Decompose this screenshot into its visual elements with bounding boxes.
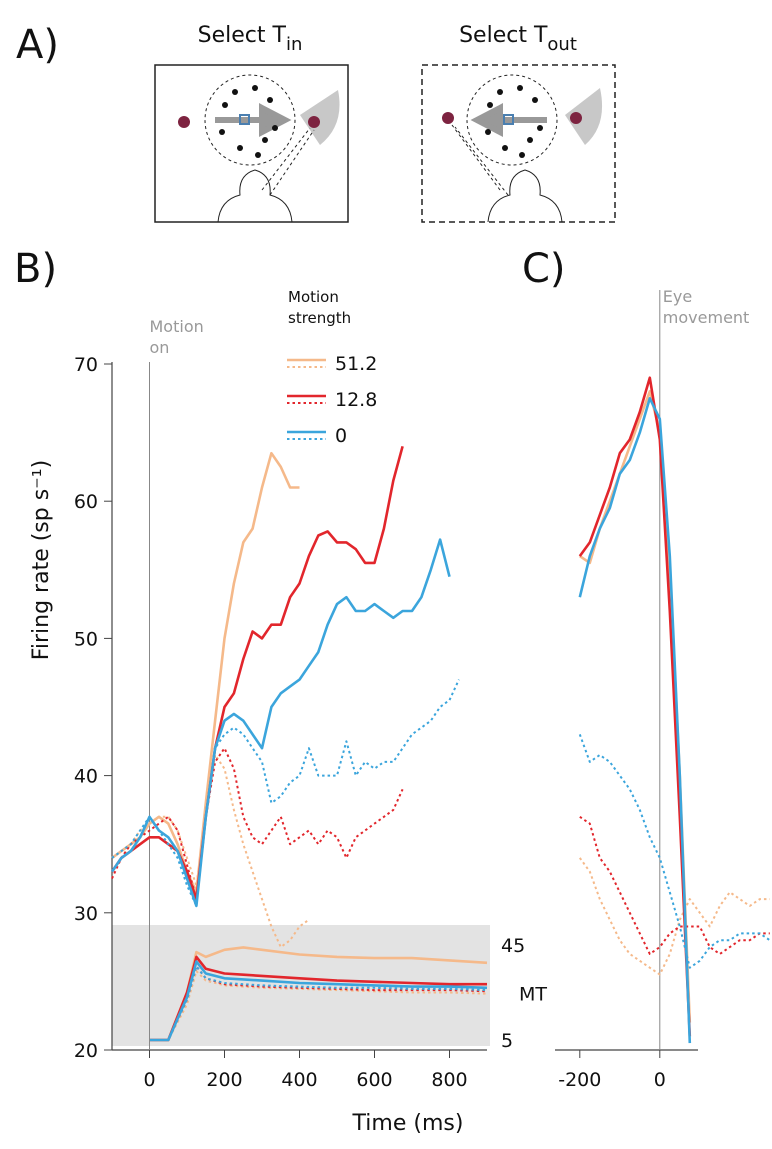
y-tick-label: 20: [74, 1040, 98, 1062]
dotted-line: [578, 857, 770, 976]
dotted-line: [111, 679, 460, 907]
x-tick-label: 400: [281, 1069, 317, 1091]
x-tick-label: 600: [356, 1069, 392, 1091]
text-line: movement: [663, 308, 750, 327]
y-tick-label: 60: [74, 491, 98, 513]
text-line: strength: [288, 309, 351, 327]
legend-label: 0: [335, 425, 347, 447]
y-tick-label: 40: [74, 766, 98, 788]
legend-label: 51.2: [335, 353, 377, 375]
x-tick-label: -200: [558, 1069, 601, 1091]
box-title-main: Select T: [459, 23, 548, 48]
box-title-subscript: in: [286, 34, 302, 55]
box-title-subscript: out: [547, 34, 576, 55]
box-title: Select Tin: [198, 23, 303, 55]
solid-line: [110, 538, 451, 908]
schematic-in: [154, 64, 349, 223]
solid-line: [578, 376, 692, 1037]
panel-label: A): [16, 22, 59, 68]
inset-tick-label: 5: [501, 1030, 513, 1052]
dotted-line: [149, 965, 488, 1041]
y-tick-label: 50: [74, 628, 98, 650]
x-axis-title: Time (ms): [352, 1111, 464, 1136]
schematic-out: [421, 64, 616, 223]
panel-label: B): [14, 246, 57, 292]
y-tick-label: 30: [74, 903, 98, 925]
solid-line: [110, 445, 404, 901]
annotation: Eye movement: [663, 287, 750, 327]
dotted-line: [149, 965, 488, 1041]
y-tick-label: 70: [74, 354, 98, 376]
annotation: Motion on: [150, 317, 204, 357]
panel-label: C): [522, 246, 566, 292]
legend-title: Motion strength: [288, 288, 351, 327]
box-title-main: Select T: [198, 23, 287, 48]
dotted-line: [578, 734, 771, 969]
dotted-line: [111, 747, 404, 901]
x-tick-label: 0: [654, 1069, 666, 1091]
x-tick-label: 200: [206, 1069, 242, 1091]
box-title: Select Tout: [459, 23, 577, 55]
x-tick-label: 800: [431, 1069, 467, 1091]
dotted-line: [149, 970, 488, 1041]
inset-label: MT: [519, 984, 547, 1006]
text-line: Eye: [663, 287, 692, 306]
y-axis-title: Firing rate (sp s⁻¹): [29, 460, 54, 660]
text-line: Motion: [288, 288, 339, 306]
legend-label: 12.8: [335, 389, 377, 411]
text-line: on: [150, 338, 170, 357]
solid-line: [578, 397, 692, 1044]
inset-tick-label: 45: [501, 935, 525, 957]
text-line: Motion: [150, 317, 204, 336]
x-tick-label: 0: [143, 1069, 155, 1091]
